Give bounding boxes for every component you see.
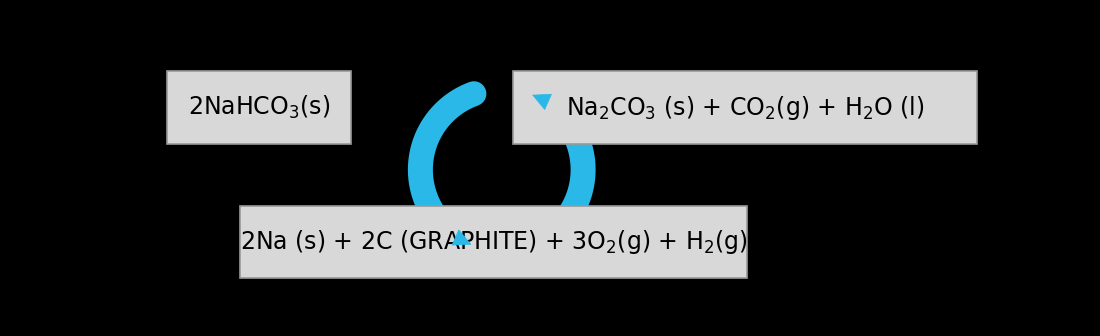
FancyBboxPatch shape xyxy=(167,71,351,144)
Text: 2Na (s) + 2C (GRAPHITE) + 3O$_2$(g) + H$_2$(g): 2Na (s) + 2C (GRAPHITE) + 3O$_2$(g) + H$… xyxy=(240,228,747,256)
FancyBboxPatch shape xyxy=(513,71,977,144)
Text: Na$_2$CO$_3$ (s) + CO$_2$(g) + H$_2$O (l): Na$_2$CO$_3$ (s) + CO$_2$(g) + H$_2$O (l… xyxy=(565,94,924,122)
Text: 2NaHCO$_3$(s): 2NaHCO$_3$(s) xyxy=(188,94,330,121)
FancyBboxPatch shape xyxy=(240,206,747,278)
